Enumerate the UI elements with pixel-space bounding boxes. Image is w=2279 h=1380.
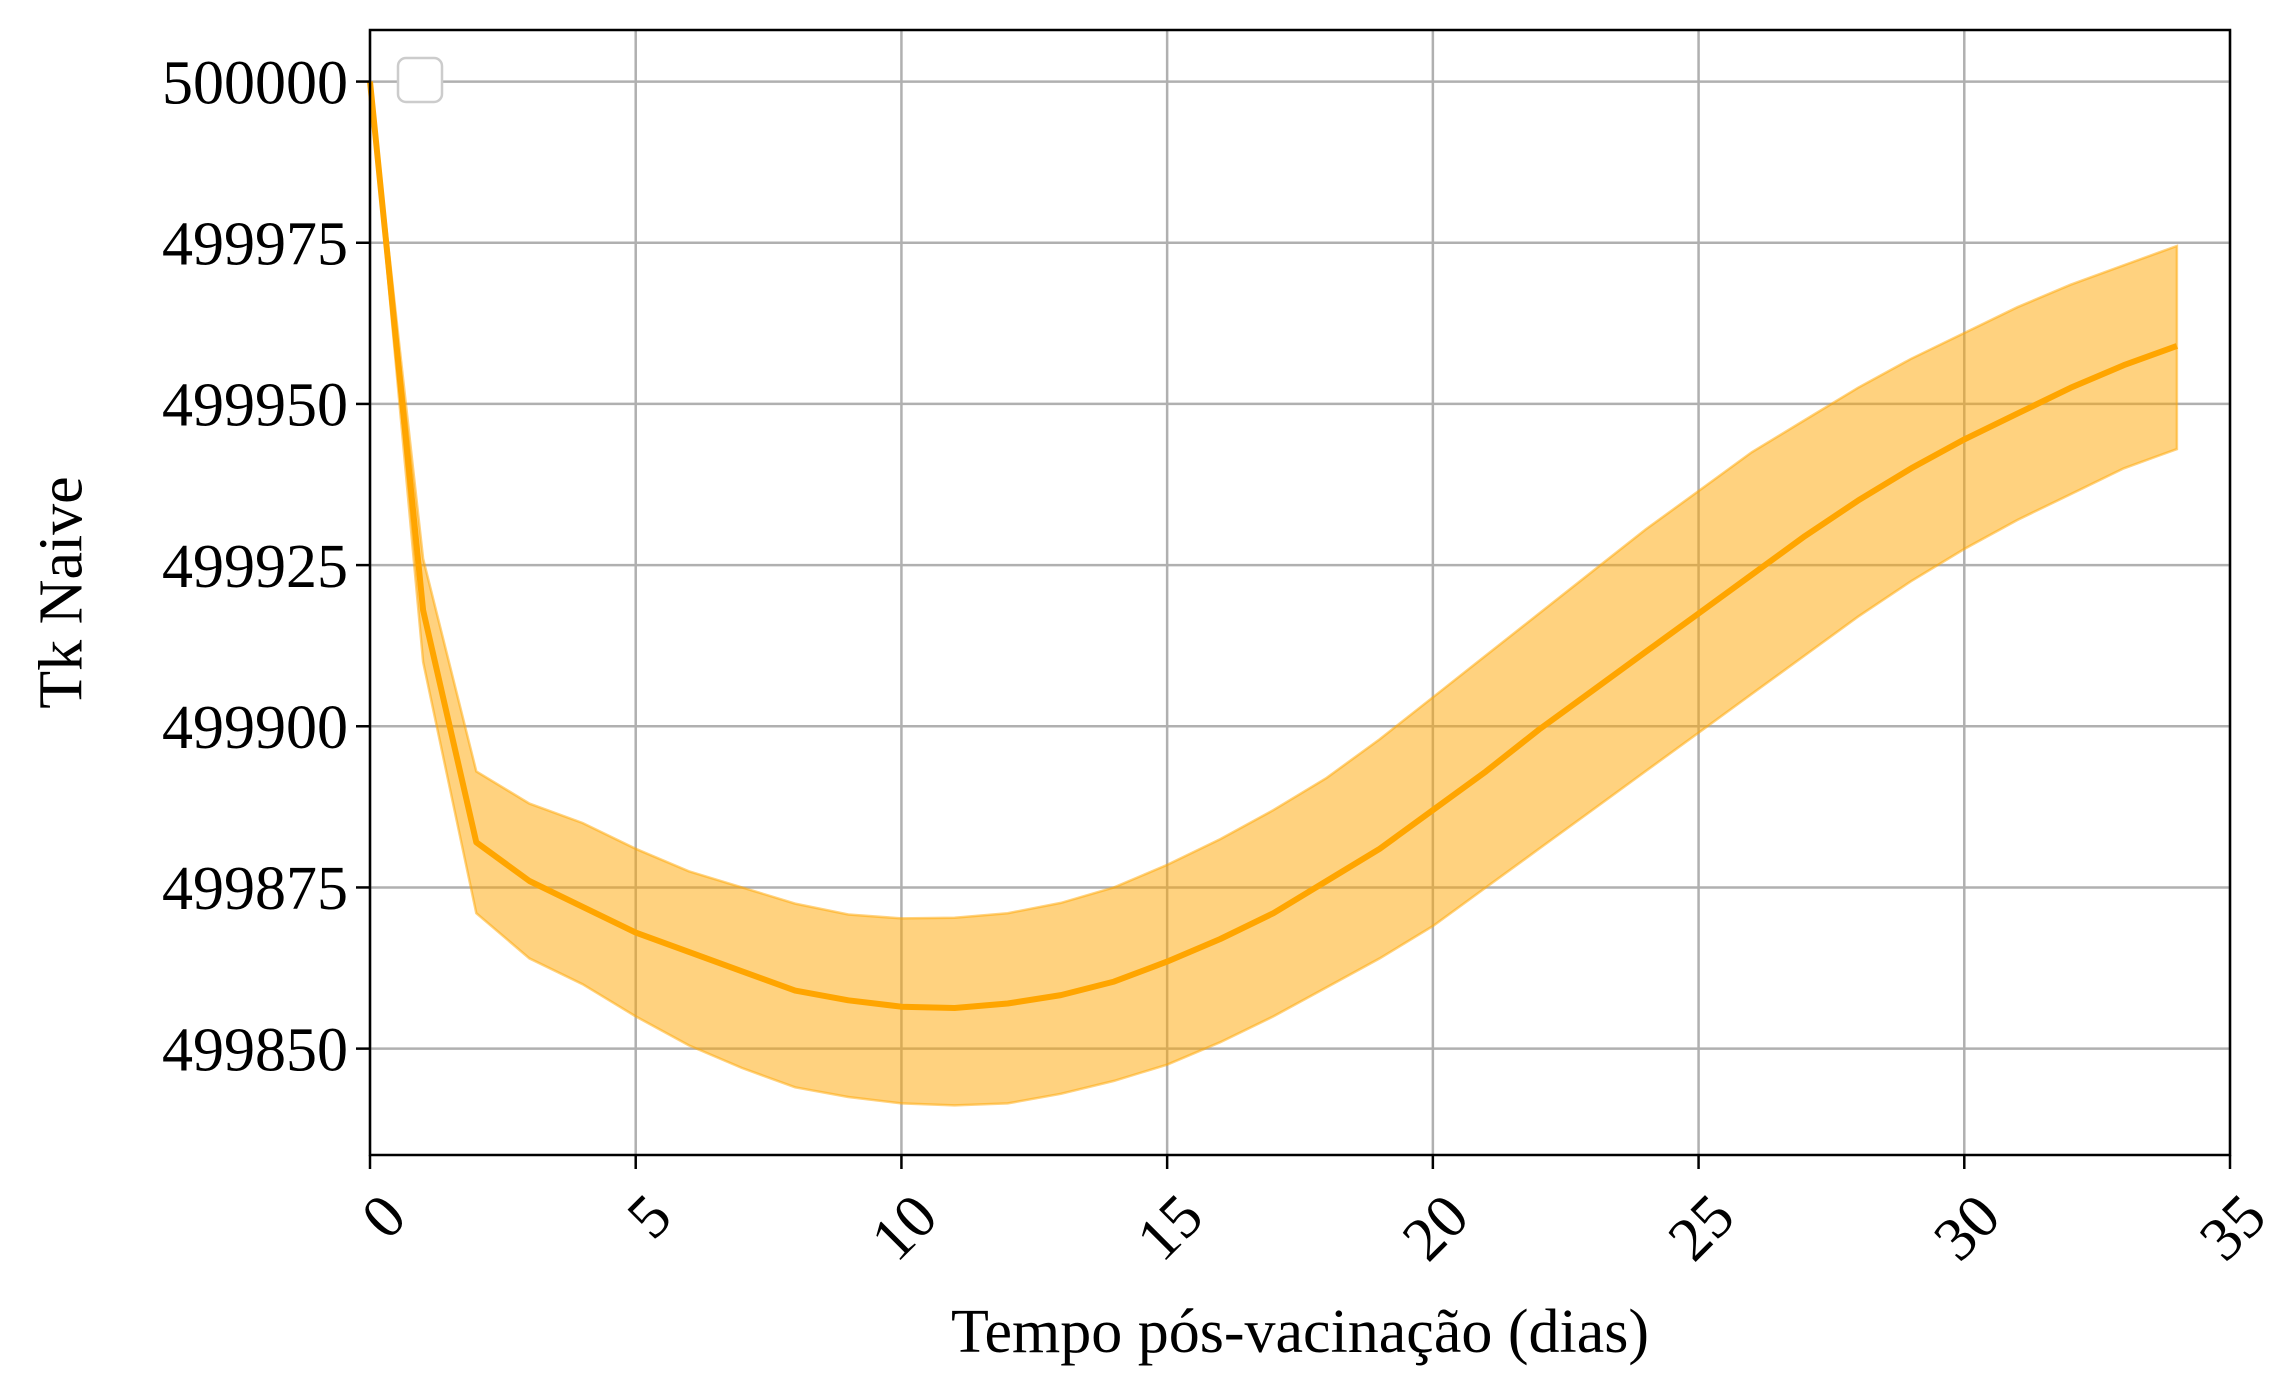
series-line-layer [367,81,2178,1011]
y-tick-label: 499950 [162,372,348,440]
y-tick-label: 499975 [162,210,348,278]
y-axis-label: Tk Naive [28,476,96,708]
y-tick-label: 499925 [162,533,348,601]
y-tick-label: 499900 [162,694,348,762]
x-axis-label: Tempo pós-vacinação (dias) [951,1298,1649,1366]
y-tick-label: 499875 [162,855,348,923]
y-tick-label: 500000 [162,49,348,117]
legend-box [396,56,444,104]
series-line [367,81,2178,1011]
plot-area-frame [368,28,2232,1157]
y-tick-label: 499850 [162,1016,348,1084]
y-axis-ticks: 499850 499875 499900 499925 499950 499975 5000… [162,49,370,1084]
